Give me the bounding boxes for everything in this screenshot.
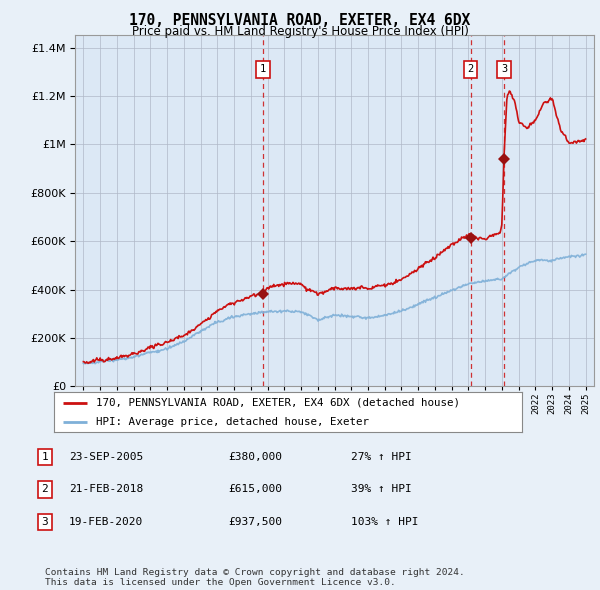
Text: 170, PENNSYLVANIA ROAD, EXETER, EX4 6DX: 170, PENNSYLVANIA ROAD, EXETER, EX4 6DX bbox=[130, 13, 470, 28]
Text: 21-FEB-2018: 21-FEB-2018 bbox=[69, 484, 143, 494]
Text: 2: 2 bbox=[467, 64, 474, 74]
Text: 1: 1 bbox=[41, 452, 49, 462]
Text: £937,500: £937,500 bbox=[228, 517, 282, 527]
Text: 2: 2 bbox=[41, 484, 49, 494]
Text: 27% ↑ HPI: 27% ↑ HPI bbox=[351, 452, 412, 462]
Text: £380,000: £380,000 bbox=[228, 452, 282, 462]
Text: 1: 1 bbox=[260, 64, 266, 74]
Text: 170, PENNSYLVANIA ROAD, EXETER, EX4 6DX (detached house): 170, PENNSYLVANIA ROAD, EXETER, EX4 6DX … bbox=[96, 398, 460, 408]
Text: 23-SEP-2005: 23-SEP-2005 bbox=[69, 452, 143, 462]
Text: 3: 3 bbox=[501, 64, 507, 74]
Text: 39% ↑ HPI: 39% ↑ HPI bbox=[351, 484, 412, 494]
Text: Contains HM Land Registry data © Crown copyright and database right 2024.
This d: Contains HM Land Registry data © Crown c… bbox=[45, 568, 465, 587]
Text: £615,000: £615,000 bbox=[228, 484, 282, 494]
Text: HPI: Average price, detached house, Exeter: HPI: Average price, detached house, Exet… bbox=[96, 417, 369, 427]
Text: 103% ↑ HPI: 103% ↑ HPI bbox=[351, 517, 419, 527]
Text: Price paid vs. HM Land Registry's House Price Index (HPI): Price paid vs. HM Land Registry's House … bbox=[131, 25, 469, 38]
Text: 19-FEB-2020: 19-FEB-2020 bbox=[69, 517, 143, 527]
Text: 3: 3 bbox=[41, 517, 49, 527]
